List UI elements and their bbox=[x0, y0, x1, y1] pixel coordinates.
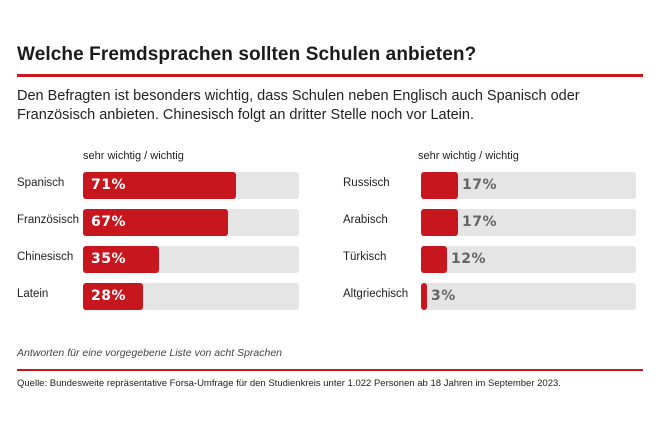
value-label: 35% bbox=[91, 251, 127, 267]
title-rule bbox=[17, 74, 643, 77]
category-label: Russisch bbox=[343, 177, 390, 189]
chart-subtitle: Den Befragten ist besonders wichtig, das… bbox=[17, 88, 580, 123]
category-label: Altgriechisch bbox=[343, 288, 409, 300]
value-label: 12% bbox=[451, 251, 487, 267]
series-label: sehr wichtig / wichtig bbox=[418, 150, 519, 162]
bar bbox=[421, 209, 458, 236]
category-label: Französisch bbox=[17, 214, 79, 226]
bar-track bbox=[421, 246, 636, 273]
value-label: 71% bbox=[91, 177, 127, 193]
bar bbox=[421, 172, 458, 199]
category-label: Latein bbox=[17, 288, 49, 300]
bar bbox=[83, 283, 143, 310]
series-label: sehr wichtig / wichtig bbox=[83, 150, 184, 162]
bar bbox=[83, 209, 228, 236]
category-label: Spanisch bbox=[17, 177, 65, 189]
value-label: 67% bbox=[91, 214, 127, 230]
bar bbox=[83, 246, 159, 273]
category-label: Arabisch bbox=[343, 214, 388, 226]
category-label: Chinesisch bbox=[17, 251, 74, 263]
bar-track bbox=[421, 283, 636, 310]
chart-title: Welche Fremdsprachen sollten Schulen anb… bbox=[17, 44, 477, 65]
footnote: Antworten für eine vorgegebene Liste von… bbox=[17, 347, 283, 359]
bar bbox=[83, 172, 236, 199]
value-label: 3% bbox=[431, 288, 456, 304]
value-label: 17% bbox=[462, 177, 498, 193]
footer-rule bbox=[17, 369, 643, 371]
bar bbox=[421, 246, 447, 273]
source-note: Quelle: Bundesweite repräsentative Forsa… bbox=[17, 378, 561, 389]
value-label: 28% bbox=[91, 288, 127, 304]
category-label: Türkisch bbox=[343, 251, 387, 263]
value-label: 17% bbox=[462, 214, 498, 230]
bar bbox=[421, 283, 427, 310]
